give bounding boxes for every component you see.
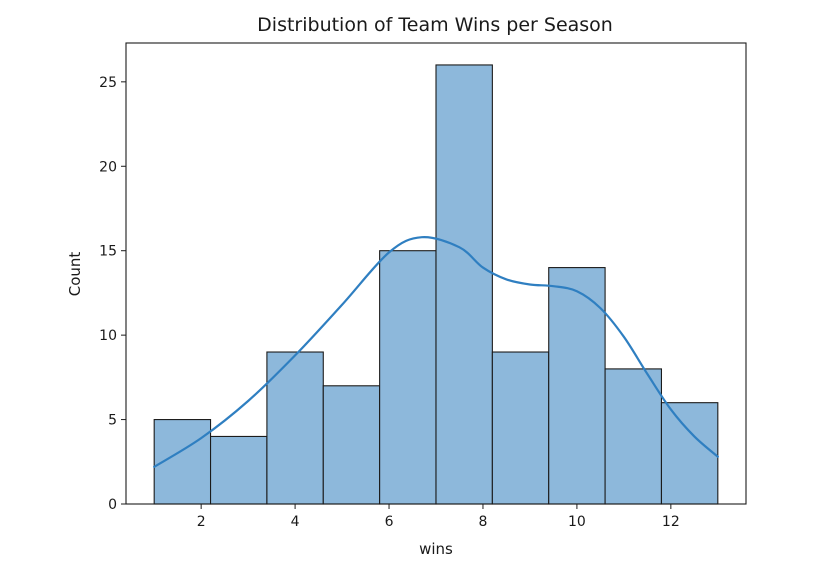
histogram-bar-3 — [266, 351, 324, 505]
x-tick-label: 12 — [662, 514, 680, 530]
kde-curve — [153, 236, 719, 468]
x-axis-label: wins — [419, 540, 453, 558]
histogram-bar-2 — [209, 435, 268, 505]
bars-group — [153, 64, 719, 505]
histogram-bar-10 — [660, 402, 719, 505]
histogram-bar-4 — [322, 385, 381, 505]
y-tick-label: 0 — [108, 497, 117, 513]
histogram-bar-8 — [548, 267, 606, 505]
histogram-bar-6 — [435, 64, 493, 505]
y-axis-label: Count — [66, 252, 84, 297]
y-axis-ticks: 0 5 10 15 20 25 — [99, 75, 126, 513]
x-tick-label: 8 — [479, 514, 488, 530]
x-axis-ticks: 2 4 6 8 10 12 — [197, 504, 680, 530]
y-tick-label: 5 — [108, 413, 117, 429]
y-tick-label: 10 — [99, 328, 117, 344]
histogram-bar-5 — [379, 250, 437, 505]
histogram-bar-9 — [604, 368, 663, 505]
y-tick-label: 15 — [99, 244, 117, 260]
chart-title: Distribution of Team Wins per Season — [257, 14, 613, 36]
plot-frame — [125, 42, 747, 505]
x-tick-label: 6 — [385, 514, 394, 530]
y-tick-label: 25 — [99, 75, 117, 91]
x-tick-label: 2 — [197, 514, 206, 530]
histogram-bar-7 — [491, 351, 550, 505]
x-tick-label: 4 — [291, 514, 300, 530]
y-tick-label: 20 — [99, 159, 117, 175]
x-tick-label: 10 — [568, 514, 586, 530]
